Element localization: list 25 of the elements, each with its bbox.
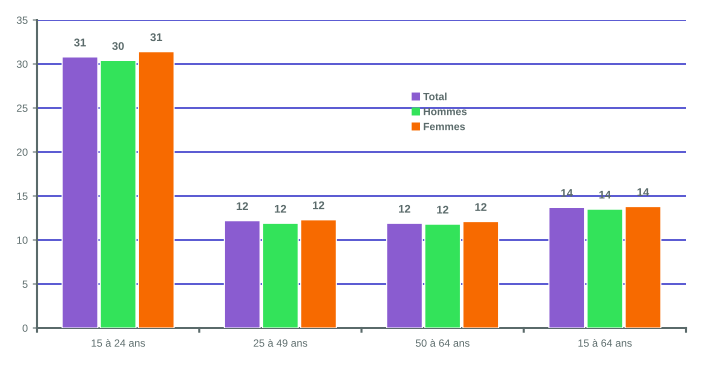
x-tick-label: 15 à 64 ans bbox=[578, 338, 632, 347]
data-label: 12 bbox=[236, 202, 248, 210]
y-tick-label: 10 bbox=[17, 236, 28, 244]
data-label: 12 bbox=[399, 204, 410, 213]
y-tick-label: 35 bbox=[16, 16, 28, 24]
data-label: 31 bbox=[150, 33, 162, 42]
data-label: 12 bbox=[437, 206, 448, 214]
y-tick-label: 15 bbox=[17, 192, 28, 200]
data-label: 14 bbox=[638, 188, 650, 196]
y-tick-label: 25 bbox=[16, 104, 28, 112]
x-tick-label: 25 à 49 ans bbox=[254, 338, 308, 347]
legend-label: Hommes bbox=[424, 108, 467, 116]
y-tick-label: 20 bbox=[16, 148, 28, 156]
legend-label: Femmes bbox=[424, 122, 465, 130]
x-tick-label: 15 à 24 ans bbox=[92, 338, 145, 347]
legend-label: Total bbox=[423, 92, 446, 100]
y-tick-label: 30 bbox=[16, 60, 28, 68]
y-tick-label: 0 bbox=[22, 324, 28, 332]
x-tick-label: 50 à 64 ans bbox=[416, 338, 470, 347]
data-label: 12 bbox=[274, 204, 286, 213]
data-label: 12 bbox=[475, 203, 486, 211]
data-label: 12 bbox=[313, 201, 324, 210]
data-label: 30 bbox=[112, 42, 124, 50]
y-tick-label: 5 bbox=[22, 280, 28, 288]
data-label: 31 bbox=[74, 38, 86, 46]
